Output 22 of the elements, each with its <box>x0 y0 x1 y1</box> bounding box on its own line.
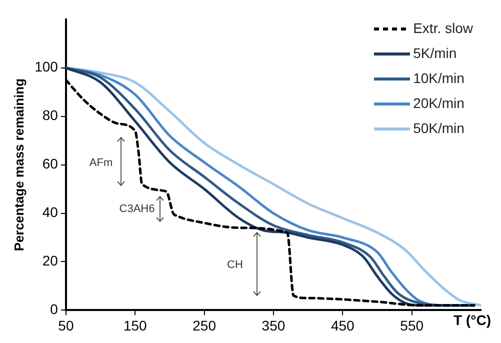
legend-label: 20K/min <box>413 94 464 113</box>
x-tick-label: 350 <box>262 317 286 334</box>
x-tick-label: 150 <box>123 317 148 334</box>
annotation: C3AH6 <box>119 203 155 215</box>
x-tick-label: 550 <box>400 317 424 334</box>
annotation: AFm <box>89 157 113 169</box>
legend-label: 10K/min <box>413 69 464 88</box>
y-tick-label: 40 <box>42 204 58 220</box>
legend-label: 5K/min <box>413 44 457 63</box>
legend-label: 50K/min <box>413 119 464 138</box>
y-tick-label: 20 <box>42 252 58 269</box>
y-tick-label: 0 <box>50 301 58 318</box>
x-tick-label: 450 <box>330 317 355 334</box>
x-tick-label: 50 <box>58 317 74 334</box>
annotation: CH <box>227 259 243 271</box>
y-tick-label: 80 <box>42 107 58 124</box>
legend-label: Extr. slow <box>413 19 473 38</box>
y-tick-label: 60 <box>42 156 58 172</box>
y-axis-title: Percentage mass remaining <box>11 78 26 252</box>
y-tick-label: 100 <box>34 58 58 75</box>
x-tick-label: 250 <box>192 317 216 334</box>
x-axis-title: T (°C) <box>454 312 491 328</box>
